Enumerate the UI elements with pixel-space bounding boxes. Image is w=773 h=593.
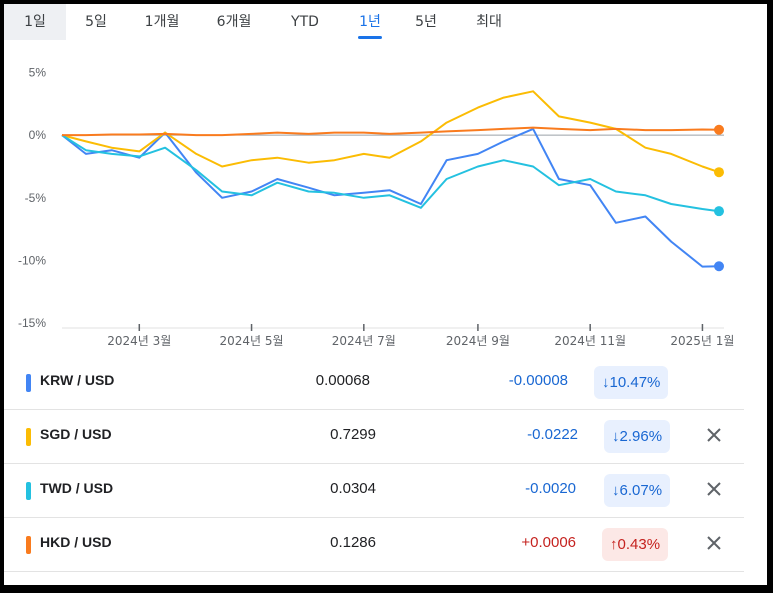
series-endpoint-sgd xyxy=(714,167,724,178)
range-tabs: 1일 5일 1개월 6개월 YTD 1년 5년 최대 xyxy=(4,4,767,40)
exchange-rate-chart: 5% 0% -5% -10% -15% 2024년 3월 2024년 5월 2024년 7월 2… xyxy=(18,66,734,348)
pair-label: TWD / USD xyxy=(40,480,114,496)
list-item[interactable]: SGD / USD 0.7299 -0.0222 ↓2.96% xyxy=(4,410,744,464)
percent-change-badge: ↓10.47% xyxy=(594,366,669,399)
tab-label: 1개월 xyxy=(144,14,180,30)
list-item[interactable]: HKD / USD 0.1286 +0.0006 ↑0.43% xyxy=(4,518,744,572)
tab-5d[interactable]: 5일 xyxy=(74,4,118,40)
y-tick-label: -5% xyxy=(25,191,47,205)
tab-6m[interactable]: 6개월 xyxy=(206,4,262,40)
series-line-hkd xyxy=(62,126,720,137)
rate-value: 0.0304 xyxy=(330,480,376,497)
pair-label: SGD / USD xyxy=(40,426,112,442)
x-tick-label: 2024년 3월 xyxy=(107,334,171,348)
list-item[interactable]: KRW / USD 0.00068 -0.00008 ↓10.47% xyxy=(4,356,744,410)
rate-value: 0.1286 xyxy=(330,534,376,551)
x-tick-label: 2024년 11월 xyxy=(554,334,626,348)
close-icon[interactable] xyxy=(702,423,726,447)
series-line-twd xyxy=(61,134,720,213)
tab-label: 5일 xyxy=(85,14,107,30)
tab-label: 1년 xyxy=(359,14,381,30)
series-endpoint-twd xyxy=(714,206,724,217)
series-color-swatch xyxy=(26,482,31,500)
tab-1y[interactable]: 1년 xyxy=(348,4,392,40)
x-tick-label: 2024년 9월 xyxy=(446,334,510,348)
percent-change-badge: ↓2.96% xyxy=(604,420,671,453)
x-tick-label: 2025년 1월 xyxy=(670,334,734,348)
rate-value: 0.00068 xyxy=(315,372,370,389)
change-value: -0.00008 xyxy=(508,372,568,389)
currency-compare-panel: 1일 5일 1개월 6개월 YTD 1년 5년 최대 5% 0% -5% -10% -1… xyxy=(4,4,767,585)
tab-1m[interactable]: 1개월 xyxy=(134,4,190,40)
close-icon[interactable] xyxy=(702,531,726,555)
tab-5y[interactable]: 5년 xyxy=(404,4,448,40)
series-line-sgd xyxy=(61,90,720,174)
tab-ytd[interactable]: YTD xyxy=(282,4,328,40)
pair-label: HKD / USD xyxy=(40,534,112,550)
tab-label: YTD xyxy=(291,14,319,30)
percent-change-badge: ↓6.07% xyxy=(604,474,671,507)
series-endpoint-krw xyxy=(714,261,724,272)
y-tick-label: -10% xyxy=(18,253,46,267)
y-tick-label: 5% xyxy=(29,66,47,80)
active-tab-indicator xyxy=(358,36,382,39)
y-tick-label: 0% xyxy=(29,128,47,142)
series-color-swatch xyxy=(26,536,31,554)
tab-max[interactable]: 최대 xyxy=(466,4,512,40)
series-endpoint-hkd xyxy=(714,124,724,135)
change-value: -0.0020 xyxy=(525,480,576,497)
tab-label: 5년 xyxy=(415,14,437,30)
tab-1d[interactable]: 1일 xyxy=(4,4,66,40)
tab-label: 6개월 xyxy=(216,14,252,30)
series-color-swatch xyxy=(26,374,31,392)
x-tick-label: 2024년 5월 xyxy=(220,334,284,348)
pair-label: KRW / USD xyxy=(40,372,115,388)
tab-label: 최대 xyxy=(476,14,502,30)
x-tick-label: 2024년 7월 xyxy=(332,334,396,348)
percent-change-badge: ↑0.43% xyxy=(602,528,669,561)
tab-label: 1일 xyxy=(24,14,46,30)
change-value: +0.0006 xyxy=(521,534,576,551)
close-icon[interactable] xyxy=(702,477,726,501)
list-item[interactable]: TWD / USD 0.0304 -0.0020 ↓6.07% xyxy=(4,464,744,518)
rate-value: 0.7299 xyxy=(330,426,376,443)
series-color-swatch xyxy=(26,428,31,446)
change-value: -0.0222 xyxy=(527,426,578,443)
y-tick-label: -15% xyxy=(18,316,46,330)
